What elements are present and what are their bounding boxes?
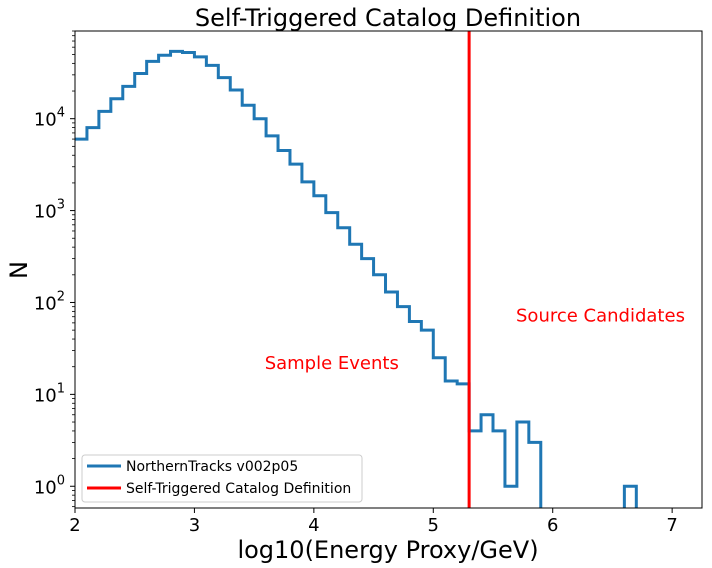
annotation-source-candidates: Source Candidates [516,306,685,327]
y-tick-base: 10 [34,293,57,314]
x-tick-label: 5 [428,515,439,536]
y-tick-exponent: 2 [57,289,65,304]
y-tick-label: 104 [34,106,65,131]
legend: NorthernTracks v002p05 Self-Triggered Ca… [81,454,363,503]
legend-box [81,454,363,503]
y-tick-base: 10 [34,202,57,223]
x-tick-label: 4 [308,515,319,536]
plot-frame [74,30,703,509]
chart-title: Self-Triggered Catalog Definition [195,4,581,32]
plot-area [75,31,638,508]
x-tick-label: 6 [547,515,558,536]
y-tick-label: 102 [34,289,65,314]
annotation-sample-events: Sample Events [265,353,399,374]
y-tick-exponent: 3 [57,198,65,213]
legend-label-cut: Self-Triggered Catalog Definition [126,481,351,497]
x-tick-label: 2 [69,515,80,536]
x-tick-label: 7 [666,515,677,536]
x-axis-label: log10(Energy Proxy/GeV) [237,536,538,564]
histogram-series-0 [75,49,638,508]
y-tick-exponent: 0 [57,473,65,488]
y-tick-base: 10 [34,110,57,131]
legend-label-histogram: NorthernTracks v002p05 [126,459,298,475]
y-tick-label: 100 [34,473,65,498]
y-tick-label: 103 [34,198,65,223]
y-tick-label: 101 [34,381,65,406]
y-tick-base: 10 [34,477,57,498]
y-tick-exponent: 1 [57,381,65,396]
x-tick-label: 3 [189,515,200,536]
y-tick-base: 10 [34,385,57,406]
y-axis-label: N [5,261,33,279]
y-tick-exponent: 4 [57,106,65,121]
